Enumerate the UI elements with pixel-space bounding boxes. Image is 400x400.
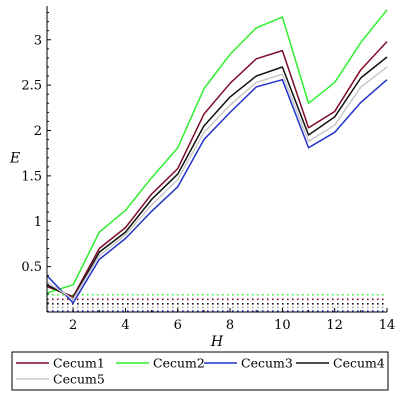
- series-line-cecum3: [46, 78, 388, 304]
- axes: 2 4 6 8 10 12 14 0.5 1 1.5 2 2.5 3 H E: [9, 6, 395, 350]
- x-tick-label: 12: [326, 318, 343, 333]
- x-axis-label: H: [210, 334, 224, 350]
- legend-box: [11, 351, 389, 391]
- series-line-cecum1: [46, 41, 388, 298]
- legend-label-cecum4: Cecum4: [333, 356, 385, 371]
- x-tick-label: 10: [274, 318, 291, 333]
- y-axis-label: E: [9, 151, 20, 167]
- legend-label-cecum1: Cecum1: [53, 356, 105, 371]
- x-tick-label: 14: [379, 318, 396, 333]
- x-tick-label: 2: [69, 318, 77, 333]
- legend-label-cecum5: Cecum5: [53, 372, 105, 387]
- x-tick-label: 6: [174, 318, 182, 333]
- legend-label-cecum3: Cecum3: [241, 356, 293, 371]
- y-tick-label: 0.5: [21, 260, 42, 275]
- x-tick-label: 4: [121, 318, 129, 333]
- plot-area: [46, 9, 388, 312]
- legend-label-cecum2: Cecum2: [153, 356, 205, 371]
- y-tick-label: 2: [34, 124, 42, 139]
- legend: Cecum1 Cecum2 Cecum3 Cecum4 Cecum5: [11, 351, 389, 391]
- x-tick-label: 8: [226, 318, 234, 333]
- y-tick-label: 1: [34, 215, 42, 230]
- series-line-cecum4: [46, 56, 388, 300]
- y-tick-label: 3: [34, 33, 42, 48]
- y-tick-label: 1.5: [21, 169, 42, 184]
- y-tick-label: 2.5: [21, 79, 42, 94]
- series-line-cecum5: [46, 66, 388, 301]
- series-line-cecum2: [46, 9, 388, 294]
